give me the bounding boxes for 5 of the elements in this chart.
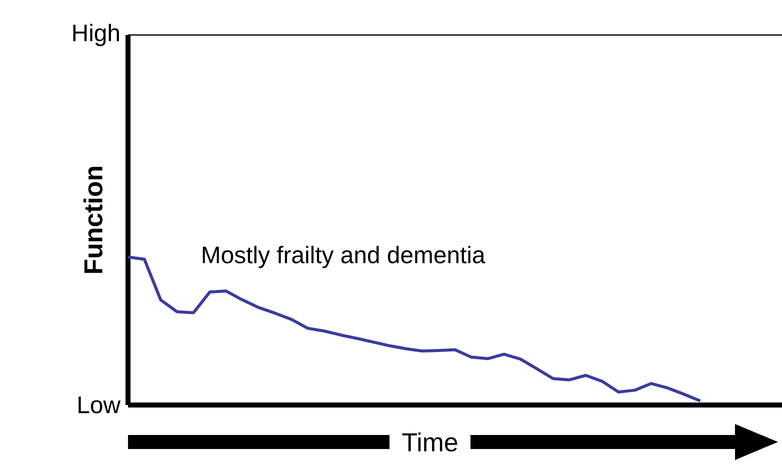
y-axis-title: Function [83, 166, 102, 273]
text: High [73, 24, 119, 46]
annotation: Mostly frailty and dementia [202, 246, 486, 268]
text: Low [78, 396, 121, 414]
x-axis-title: Time [402, 432, 458, 452]
